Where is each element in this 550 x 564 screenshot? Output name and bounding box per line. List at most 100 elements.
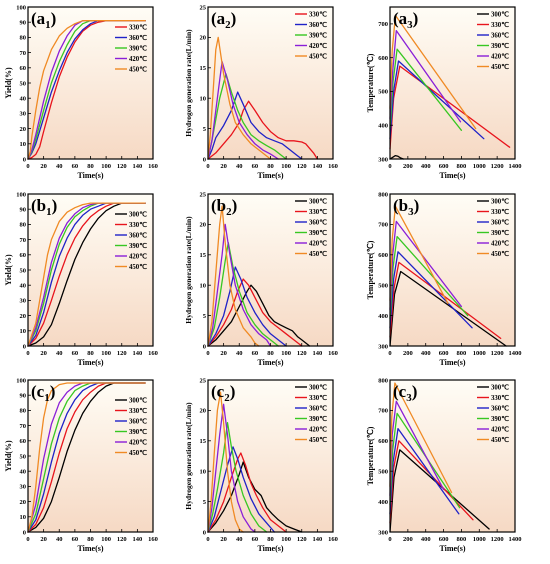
x-tick-label: 60: [252, 350, 259, 357]
y-tick-label: 700: [378, 222, 388, 229]
panel-label-end: ): [413, 9, 419, 28]
y-tick-label: 50: [20, 80, 27, 87]
y-tick-label: 800: [378, 191, 388, 198]
series-line-b2-450: [207, 205, 260, 347]
x-tick-label: 20: [220, 163, 227, 170]
legend-label-300: 300℃: [129, 397, 147, 405]
plot-frame-a3: [389, 6, 516, 160]
series-line-a2-360: [207, 91, 303, 160]
panel-label-end: ): [231, 9, 237, 28]
x-tick-label: 140: [133, 536, 143, 543]
x-tick-label: 100: [101, 536, 111, 543]
y-tick-label: 80: [20, 408, 27, 415]
panel-label-end: ): [52, 196, 58, 215]
legend-label-390: 390℃: [309, 32, 327, 40]
panel-label-main: (b: [393, 196, 408, 215]
series-line-b1-450: [27, 202, 146, 347]
y-tick-label: 500: [378, 283, 388, 290]
x-tick-label: 120: [297, 536, 307, 543]
panel-label: (a3): [393, 9, 418, 31]
y-tick-label: 40: [20, 96, 27, 103]
panel-label-end: ): [51, 9, 57, 28]
series-line-c2-360: [207, 446, 276, 533]
series-line-c2-390: [207, 421, 268, 533]
panel-label-sub: 1: [46, 206, 52, 218]
x-tick-label: 20: [220, 536, 227, 543]
panel-label-main: (c: [211, 382, 225, 401]
series-line-c2-450: [207, 391, 244, 533]
x-tick-label: 80: [87, 350, 94, 357]
legend-label-330: 330℃: [309, 208, 327, 216]
y-tick-label: 90: [20, 393, 27, 400]
plot-frame-b3: [389, 193, 516, 347]
x-tick-label: 60: [72, 536, 79, 543]
x-tick-label: 100: [101, 163, 111, 170]
legend-label-330: 330℃: [309, 394, 327, 402]
legend-label-420: 420℃: [491, 426, 509, 434]
y-axis-label: Yield(%): [4, 440, 13, 472]
x-tick-label: 200: [403, 536, 413, 543]
panel-label-sub: 1: [45, 19, 51, 31]
panel-label-main: (b: [31, 196, 46, 215]
panel-label-main: (c: [393, 382, 407, 401]
x-axis-label: Time(s): [77, 544, 103, 553]
series-line-a1-450: [27, 20, 146, 160]
legend-label-300: 300℃: [309, 198, 327, 206]
series-line-a2-390: [207, 73, 287, 160]
series-line-b2-330: [207, 278, 303, 347]
x-tick-label: 1000: [473, 163, 486, 170]
x-tick-label: 0: [388, 163, 391, 170]
y-tick-label: 70: [20, 50, 27, 57]
x-tick-label: 80: [87, 536, 94, 543]
x-tick-label: 40: [236, 350, 243, 357]
y-tick-label: 0: [23, 343, 26, 350]
x-tick-label: 160: [148, 163, 158, 170]
panel-label: (a2): [211, 9, 236, 31]
y-tick-label: 20: [200, 35, 207, 42]
legend-label-360: 360℃: [491, 219, 509, 227]
x-tick-label: 0: [388, 350, 391, 357]
y-tick-label: 15: [200, 65, 207, 72]
y-tick-label: 60: [20, 65, 27, 72]
panel-label-main: (a: [393, 9, 408, 28]
legend-label-360: 360℃: [309, 21, 327, 29]
series-line-b3-330: [389, 261, 502, 340]
series-line-b2-360: [207, 266, 287, 347]
x-tick-label: 120: [297, 163, 307, 170]
y-tick-label: 400: [378, 123, 388, 130]
plot-area-b3: [390, 194, 515, 346]
legend-label-390: 390℃: [129, 45, 147, 53]
legend-label-330: 330℃: [309, 11, 327, 19]
x-tick-label: 20: [40, 163, 47, 170]
x-tick-label: 120: [117, 536, 127, 543]
x-tick-label: 60: [72, 350, 79, 357]
y-tick-label: 300: [378, 343, 388, 350]
legend-label-390: 390℃: [129, 242, 147, 250]
y-tick-label: 10: [20, 514, 27, 521]
legend-label-450: 450℃: [491, 436, 509, 444]
y-tick-label: 300: [378, 156, 388, 163]
x-tick-label: 40: [56, 350, 63, 357]
y-tick-label: 80: [20, 222, 27, 229]
x-tick-label: 0: [206, 163, 209, 170]
y-axis-label: Temperature(℃): [366, 240, 375, 299]
x-tick-label: 400: [421, 163, 431, 170]
series-line-b3-420: [389, 220, 463, 311]
legend-label-420: 420℃: [309, 240, 327, 248]
legend-label-330: 330℃: [129, 407, 147, 415]
panel-a2: 0 20 40 60 80 100 120 140 160 0 5 10 15 20 25 Time(s) Hy…: [184, 4, 338, 180]
legend-label-360: 360℃: [491, 32, 509, 40]
x-tick-label: 200: [403, 163, 413, 170]
x-tick-label: 0: [388, 536, 391, 543]
y-tick-label: 25: [200, 191, 207, 198]
legend-label-390: 390℃: [491, 229, 509, 237]
legend-label-300: 300℃: [491, 384, 509, 392]
x-tick-label: 60: [72, 163, 79, 170]
x-axis-label: Time(s): [257, 544, 283, 553]
x-tick-label: 600: [439, 536, 449, 543]
series-line-c3-450: [389, 382, 453, 494]
x-tick-label: 400: [421, 350, 431, 357]
y-tick-label: 20: [20, 313, 27, 320]
x-tick-label: 0: [26, 350, 29, 357]
